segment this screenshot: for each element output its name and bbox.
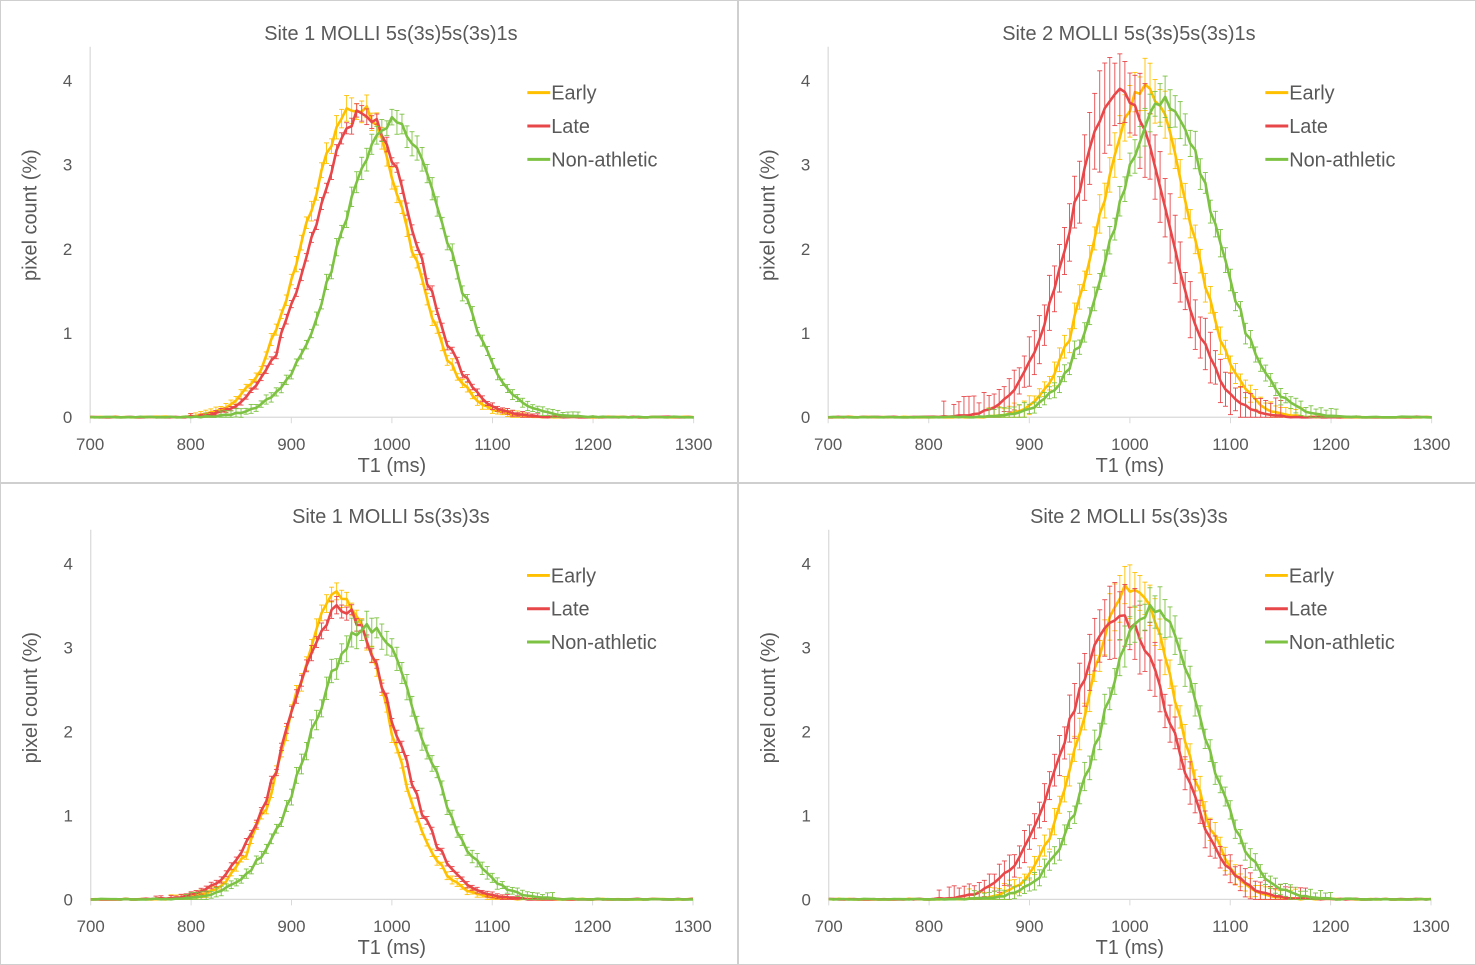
y-tick-label: 3 [63, 156, 72, 175]
x-tick-label: 700 [815, 917, 843, 936]
y-tick-label: 3 [63, 638, 72, 657]
x-tick-label: 800 [177, 435, 205, 454]
chart-title: Site 1 MOLLI 5s(3s)5s(3s)1s [264, 23, 517, 45]
x-tick-label: 700 [76, 435, 104, 454]
y-axis-label: pixel count (%) [20, 632, 42, 763]
chart-title: Site 2 MOLLI 5s(3s)5s(3s)1s [1002, 23, 1255, 45]
x-axis-label: T1 (ms) [358, 937, 426, 959]
series-late [828, 53, 1432, 419]
series-non-athletic [828, 586, 1432, 901]
x-tick-label: 1100 [474, 917, 510, 936]
y-tick-label: 2 [801, 722, 810, 741]
legend-label-non-athletic: Non-athletic [1289, 149, 1395, 171]
y-tick-label: 4 [63, 71, 72, 90]
legend-label-non-athletic: Non-athletic [551, 632, 657, 654]
x-tick-label: 1100 [1212, 917, 1248, 936]
series-line-non-athletic [828, 95, 1432, 419]
y-axis-label: pixel count (%) [757, 149, 779, 281]
x-tick-label: 900 [277, 435, 305, 454]
legend-label-late: Late [551, 116, 590, 138]
x-tick-label: 900 [1015, 435, 1043, 454]
y-tick-label: 1 [801, 806, 810, 825]
legend-label-early: Early [1289, 565, 1334, 587]
y-tick-label: 0 [801, 890, 810, 909]
series-line-non-athletic [90, 622, 693, 901]
y-axis-label: pixel count (%) [19, 149, 41, 281]
x-tick-label: 1300 [674, 917, 712, 936]
y-tick-label: 2 [63, 722, 72, 741]
chart-panel-site2-protocol-b: Site 2 MOLLI 5s(3s)3s 0 1 2 3 4 700 800 900 1000 1… [738, 483, 1476, 965]
legend-label-early: Early [1289, 83, 1334, 105]
legend-label-late: Late [551, 599, 590, 621]
x-tick-label: 1100 [1212, 435, 1248, 454]
series-non-athletic [90, 610, 693, 901]
x-tick-label: 700 [77, 917, 105, 936]
chart-svg: Site 1 MOLLI 5s(3s)5s(3s)1s 0 1 2 3 4 700 800 90… [19, 23, 713, 477]
y-tick-label: 2 [63, 240, 72, 259]
x-tick-label: 1300 [1412, 917, 1450, 936]
chart-title: Site 1 MOLLI 5s(3s)3s [292, 506, 490, 528]
series-non-athletic [90, 108, 694, 419]
x-tick-label: 800 [915, 435, 943, 454]
chart-panel-site1-protocol-b: Site 1 MOLLI 5s(3s)3s 0 1 2 3 4 700 800 900 1000 1… [0, 483, 738, 965]
legend-label-early: Early [551, 565, 596, 587]
x-axis-label: T1 (ms) [1096, 455, 1165, 477]
y-tick-label: 0 [801, 408, 810, 427]
x-tick-label: 1100 [474, 435, 510, 454]
y-tick-label: 2 [801, 240, 810, 259]
legend-label-non-athletic: Non-athletic [551, 149, 657, 171]
series-line-non-athletic [828, 603, 1432, 901]
x-tick-label: 1200 [1312, 917, 1350, 936]
y-axis-label: pixel count (%) [758, 632, 780, 763]
chart-title: Site 2 MOLLI 5s(3s)3s [1030, 506, 1228, 528]
y-tick-label: 4 [801, 71, 810, 90]
chart-svg: Site 1 MOLLI 5s(3s)3s 0 1 2 3 4 700 800 900 1000 1… [20, 506, 712, 959]
legend-label-late: Late [1289, 599, 1328, 621]
chart-svg: Site 2 MOLLI 5s(3s)5s(3s)1s 0 1 2 3 4 700 800 90… [757, 23, 1451, 477]
x-tick-label: 900 [1015, 917, 1043, 936]
y-tick-label: 3 [801, 638, 810, 657]
x-tick-label: 1000 [373, 917, 411, 936]
x-axis-label: T1 (ms) [1096, 937, 1164, 959]
y-tick-label: 1 [801, 324, 810, 343]
x-tick-label: 1200 [574, 435, 612, 454]
chart-svg: Site 2 MOLLI 5s(3s)3s 0 1 2 3 4 700 800 900 1000 1… [758, 506, 1450, 959]
y-tick-label: 3 [801, 156, 810, 175]
x-tick-label: 1200 [574, 917, 612, 936]
chart-panel-site1-protocol-a: Site 1 MOLLI 5s(3s)5s(3s)1s 0 1 2 3 4 700 800 90… [0, 0, 738, 483]
series-line-non-athletic [90, 115, 694, 419]
y-tick-label: 0 [63, 890, 72, 909]
x-tick-label: 900 [277, 917, 305, 936]
legend-label-non-athletic: Non-athletic [1289, 632, 1395, 654]
x-tick-label: 800 [915, 917, 943, 936]
chart-panel-site2-protocol-a: Site 2 MOLLI 5s(3s)5s(3s)1s 0 1 2 3 4 700 800 90… [738, 0, 1476, 483]
series-line-late [828, 87, 1432, 419]
y-tick-label: 1 [63, 806, 72, 825]
x-axis-label: T1 (ms) [358, 455, 427, 477]
series-early [90, 94, 694, 419]
x-tick-label: 1000 [1111, 917, 1149, 936]
y-tick-label: 4 [801, 554, 810, 573]
series-non-athletic [828, 75, 1432, 419]
x-tick-label: 1200 [1312, 435, 1350, 454]
legend-label-early: Early [551, 83, 596, 105]
x-tick-label: 1300 [675, 435, 713, 454]
x-tick-label: 700 [814, 435, 842, 454]
series-line-late [828, 614, 1432, 901]
y-tick-label: 1 [63, 324, 72, 343]
y-tick-label: 4 [63, 554, 72, 573]
x-tick-label: 1300 [1413, 435, 1451, 454]
legend-label-late: Late [1289, 116, 1328, 138]
series-early [90, 582, 694, 901]
y-tick-label: 0 [63, 408, 72, 427]
x-tick-label: 1000 [1111, 435, 1149, 454]
x-tick-label: 1000 [373, 435, 411, 454]
x-tick-label: 800 [177, 917, 205, 936]
